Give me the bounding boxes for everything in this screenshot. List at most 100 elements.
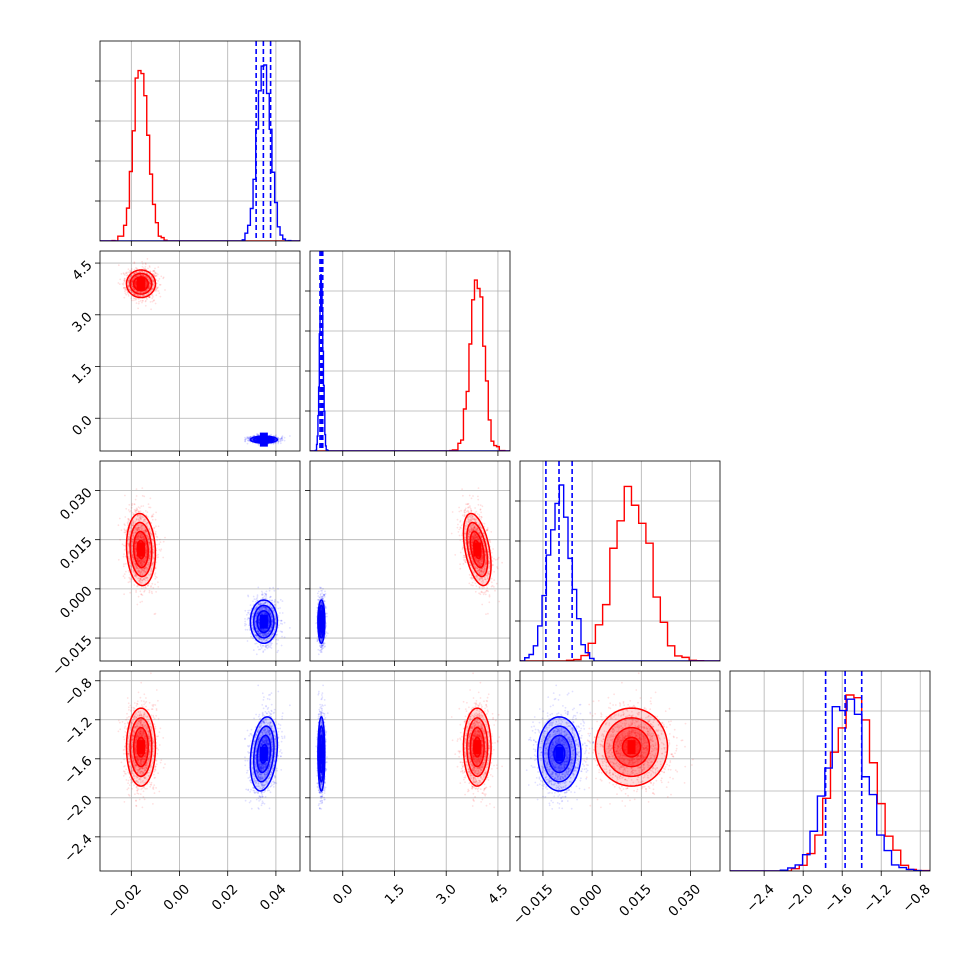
- scatter-point: [123, 279, 126, 281]
- scatter-point: [140, 505, 143, 508]
- scatter-point: [135, 511, 138, 514]
- scatter-point: [127, 280, 130, 283]
- scatter-point: [133, 293, 136, 296]
- scatter-point: [130, 281, 133, 284]
- scatter-point: [150, 275, 153, 278]
- scatter-point: [131, 299, 133, 302]
- scatter-point: [246, 442, 249, 445]
- scatter-point: [146, 576, 148, 579]
- scatter-point: [129, 591, 132, 594]
- scatter-point: [143, 495, 146, 498]
- scatter-point: [152, 283, 154, 286]
- scatter-point: [130, 282, 133, 284]
- scatter-point: [136, 527, 139, 530]
- scatter-point: [146, 579, 149, 582]
- scatter-point: [134, 275, 137, 278]
- scatter-point: [150, 288, 153, 291]
- scatter-point: [140, 564, 143, 567]
- scatter-point: [147, 563, 150, 566]
- scatter-point: [146, 534, 148, 537]
- scatter-point: [124, 287, 127, 290]
- scatter-point: [123, 573, 126, 575]
- scatter-point: [151, 277, 154, 279]
- scatter-point: [133, 261, 136, 264]
- scatter-point: [132, 570, 135, 573]
- scatter-point: [256, 433, 259, 436]
- scatter-point: [137, 291, 140, 294]
- scatter-point: [247, 436, 249, 438]
- scatter-point: [124, 272, 127, 275]
- scatter-point: [145, 555, 148, 558]
- scatter-point: [152, 283, 155, 286]
- scatter-point: [134, 498, 137, 501]
- scatter-point: [145, 284, 147, 286]
- scatter-point: [133, 289, 136, 291]
- scatter-point: [289, 435, 291, 437]
- scatter-point: [120, 529, 123, 532]
- scatter-point: [154, 533, 157, 536]
- scatter-point: [148, 285, 151, 288]
- scatter-point: [133, 272, 136, 275]
- panel-2-2: [520, 461, 720, 661]
- scatter-point: [135, 565, 138, 568]
- scatter-point: [139, 507, 141, 509]
- scatter-point: [145, 293, 148, 296]
- scatter-point: [134, 282, 137, 284]
- scatter-point: [247, 439, 249, 442]
- scatter-point: [131, 556, 134, 559]
- scatter-point: [137, 526, 140, 529]
- scatter-point: [149, 282, 151, 285]
- scatter-point: [134, 293, 137, 296]
- scatter-point: [155, 290, 158, 292]
- scatter-point: [140, 536, 142, 539]
- scatter-point: [128, 288, 131, 290]
- scatter-point: [144, 540, 147, 543]
- scatter-point: [155, 543, 158, 546]
- histogram-blue: [520, 484, 720, 661]
- scatter-point: [145, 276, 148, 279]
- scatter-point: [143, 274, 145, 277]
- scatter-point: [135, 575, 138, 577]
- scatter-point: [141, 534, 144, 537]
- scatter-point: [140, 593, 143, 596]
- scatter-point: [136, 291, 139, 293]
- scatter-point: [148, 291, 151, 294]
- histogram-red: [100, 69, 300, 241]
- scatter-point: [143, 271, 146, 274]
- scatter-point: [136, 275, 138, 277]
- scatter-point: [124, 280, 127, 282]
- scatter-point: [280, 439, 282, 441]
- scatter-point: [247, 437, 250, 440]
- scatter-point: [280, 437, 283, 440]
- scatter-point: [134, 276, 136, 279]
- scatter-point: [131, 280, 134, 283]
- scatter-point: [137, 558, 140, 561]
- scatter-point: [118, 517, 121, 520]
- scatter-point: [147, 503, 150, 505]
- scatter-point: [128, 510, 131, 513]
- scatter-point: [151, 288, 153, 291]
- scatter-point: [139, 517, 142, 519]
- scatter-point: [134, 282, 137, 285]
- scatter-point: [158, 292, 161, 295]
- scatter-point: [141, 487, 144, 489]
- scatter-point: [272, 435, 275, 437]
- scatter-point: [158, 538, 161, 541]
- scatter-point: [133, 277, 135, 280]
- scatter-point: [144, 586, 147, 588]
- histogram-blue: [310, 274, 510, 451]
- scatter-point: [144, 290, 147, 292]
- scatter-point: [142, 294, 144, 297]
- scatter-point: [139, 274, 142, 277]
- histogram-red: [520, 485, 720, 661]
- scatter-point: [279, 598, 282, 601]
- scatter-point: [135, 302, 138, 304]
- scatter-point: [148, 282, 151, 284]
- scatter-point: [137, 294, 140, 297]
- scatter-point: [148, 281, 151, 284]
- scatter-point: [139, 533, 142, 536]
- scatter-point: [124, 292, 127, 295]
- scatter-point: [131, 504, 134, 507]
- scatter-point: [124, 562, 127, 565]
- scatter-point: [148, 274, 151, 276]
